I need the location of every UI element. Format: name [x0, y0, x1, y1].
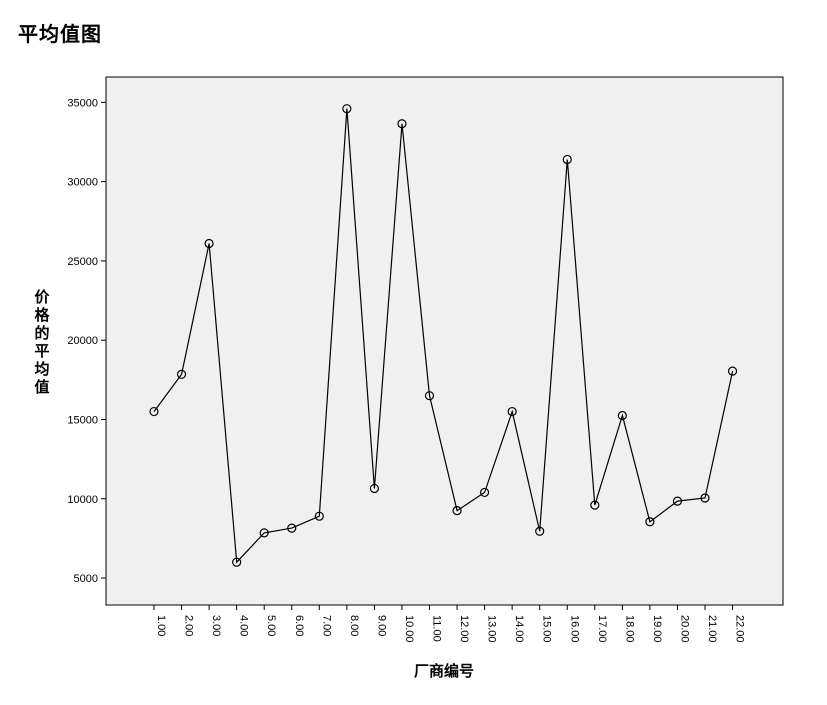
- data-point: [617, 410, 627, 421]
- x-tick-label: 7.00: [320, 615, 332, 636]
- data-point: [645, 517, 655, 527]
- data-point: [314, 511, 324, 521]
- x-tick-label: 13.00: [486, 615, 498, 643]
- data-point: [149, 406, 159, 417]
- data-point: [700, 493, 710, 503]
- x-tick-label: 20.00: [678, 615, 690, 643]
- y-tick-label: 35000: [67, 97, 98, 109]
- x-tick-label: 22.00: [734, 615, 746, 643]
- x-tick-label: 1.00: [155, 615, 167, 636]
- y-tick-label: 5000: [74, 573, 98, 585]
- x-tick-label: 5.00: [265, 615, 277, 636]
- x-tick-label: 3.00: [210, 615, 222, 636]
- x-axis: 1.00 2.00 3.00 4.00 5.00 6.00 7.00 8.00 9.00 10.0…: [153, 605, 746, 643]
- x-tick-label: 12.00: [458, 615, 470, 643]
- y-tick-label: 20000: [67, 335, 98, 347]
- data-point: [397, 119, 407, 129]
- x-tick-label: 15.00: [541, 615, 553, 643]
- x-tick-label: 17.00: [596, 615, 608, 643]
- data-point: [535, 526, 545, 536]
- plot-area: [105, 76, 784, 606]
- y-axis: 5000 10000 15000 20000 25000 30000 35000: [67, 97, 106, 585]
- data-point: [672, 496, 683, 506]
- data-point: [369, 483, 379, 494]
- y-tick-label: 30000: [67, 177, 98, 189]
- x-tick-label: 9.00: [375, 615, 387, 636]
- x-tick-label: 11.00: [431, 615, 443, 642]
- x-tick-label: 19.00: [651, 615, 663, 643]
- x-tick-label: 4.00: [238, 615, 250, 636]
- data-point: [590, 500, 600, 510]
- data-point: [204, 238, 214, 249]
- data-point: [259, 528, 269, 538]
- x-tick-label: 2.00: [183, 615, 195, 636]
- y-tick-label: 15000: [67, 414, 98, 426]
- data-point: [507, 406, 517, 417]
- data-point: [480, 487, 490, 498]
- data-points: [149, 104, 738, 567]
- x-axis-title: 厂商编号: [414, 662, 474, 680]
- series-line: [153, 108, 734, 564]
- x-tick-label: 21.00: [706, 615, 718, 643]
- data-point: [176, 369, 187, 379]
- data-point: [562, 154, 572, 165]
- x-tick-label: 6.00: [293, 615, 305, 636]
- y-tick-label: 10000: [67, 494, 98, 506]
- y-axis-title: 价格的平均值: [34, 288, 50, 396]
- x-tick-label: 16.00: [568, 615, 580, 643]
- data-point: [232, 557, 242, 567]
- x-tick-label: 8.00: [348, 615, 360, 636]
- x-tick-label: 10.00: [403, 615, 415, 643]
- data-point: [452, 506, 462, 516]
- x-tick-label: 18.00: [623, 615, 635, 643]
- y-tick-label: 25000: [67, 256, 98, 268]
- data-point: [424, 391, 435, 401]
- data-point: [727, 366, 738, 376]
- x-tick-label: 14.00: [513, 615, 525, 643]
- data-point: [342, 104, 352, 114]
- page-title: 平均值图: [18, 22, 102, 46]
- data-point: [287, 523, 297, 533]
